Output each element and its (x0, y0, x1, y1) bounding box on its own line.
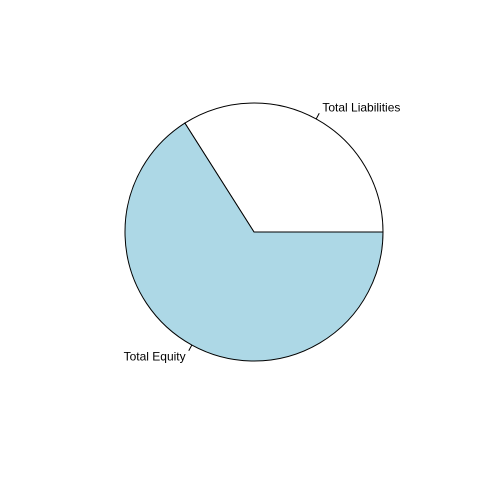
slice-label-total-equity: Total Equity (124, 349, 186, 363)
pie-slice-total-equity (124, 122, 384, 362)
leader-line-total-liabilities (315, 113, 320, 120)
pie-slices (124, 102, 384, 362)
leader-line-total-equity (188, 344, 193, 351)
slice-label-total-liabilities: Total Liabilities (322, 101, 400, 115)
pie-labels: Total Liabilities Total Equity (124, 101, 401, 364)
